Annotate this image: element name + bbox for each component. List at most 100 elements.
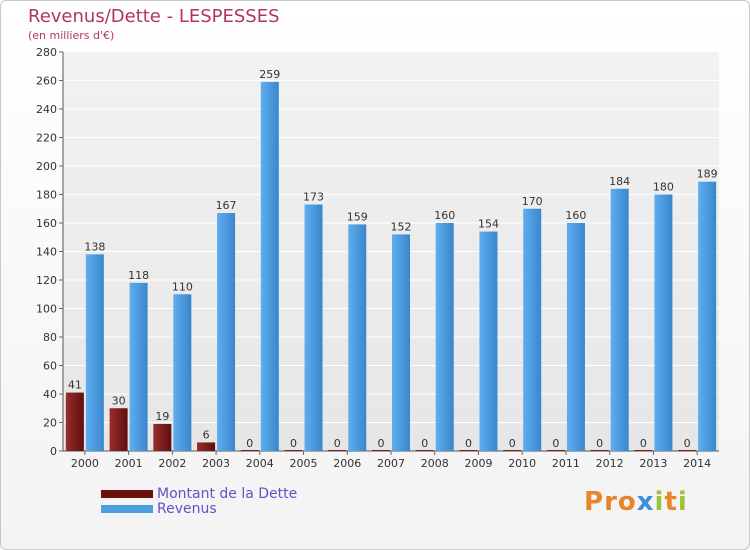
- x-tick-label: 2002: [158, 457, 186, 470]
- debt-value-label: 30: [112, 394, 126, 407]
- revenue-bar: [654, 194, 673, 451]
- x-tick-label: 2009: [464, 457, 492, 470]
- debt-bar: [546, 450, 565, 451]
- legend-label-debt: Montant de la Dette: [157, 486, 298, 502]
- y-tick-label: 160: [36, 217, 57, 230]
- revenue-bar: [173, 294, 192, 451]
- debt-bar: [240, 450, 259, 451]
- debt-value-label: 0: [421, 437, 428, 450]
- debt-value-label: 0: [246, 437, 253, 450]
- debt-value-label: 0: [552, 437, 559, 450]
- y-tick-label: 260: [36, 75, 57, 88]
- legend-swatch-debt: [101, 490, 153, 498]
- revenue-bar: [217, 213, 236, 451]
- revenue-value-label: 152: [391, 220, 412, 233]
- revenue-bar: [479, 231, 498, 451]
- revenue-value-label: 173: [303, 190, 324, 203]
- y-tick-label: 200: [36, 160, 57, 173]
- debt-bar: [197, 442, 216, 451]
- logo-letter: P: [584, 487, 605, 517]
- x-tick-label: 2004: [246, 457, 274, 470]
- debt-bar: [153, 423, 172, 451]
- debt-value-label: 0: [684, 437, 691, 450]
- debt-value-label: 0: [640, 437, 647, 450]
- revenue-value-label: 259: [259, 68, 280, 81]
- revenue-value-label: 160: [565, 209, 586, 222]
- debt-value-label: 0: [334, 437, 341, 450]
- x-tick-label: 2007: [377, 457, 405, 470]
- y-tick-label: 60: [43, 360, 57, 373]
- debt-value-label: 6: [203, 428, 210, 441]
- debt-value-label: 0: [596, 437, 603, 450]
- revenue-value-label: 167: [216, 199, 237, 212]
- revenue-bar: [348, 224, 367, 451]
- debt-bar: [328, 450, 347, 451]
- revenue-bar: [392, 234, 410, 451]
- debt-value-label: 0: [465, 437, 472, 450]
- x-tick-label: 2013: [639, 457, 667, 470]
- revenue-bar: [610, 188, 629, 452]
- revenue-value-label: 118: [128, 269, 149, 282]
- x-tick-label: 2011: [552, 457, 580, 470]
- revenue-value-label: 110: [172, 280, 193, 293]
- revenue-value-label: 184: [609, 175, 630, 188]
- logo-letter: x: [636, 487, 655, 517]
- revenue-bar: [523, 208, 542, 451]
- chart-subtitle: (en milliers d'€): [28, 29, 115, 42]
- debt-bar: [503, 450, 522, 451]
- x-tick-label: 2006: [333, 457, 361, 470]
- y-tick-label: 20: [43, 417, 57, 430]
- x-tick-label: 2014: [683, 457, 711, 470]
- x-tick-label: 2001: [115, 457, 143, 470]
- y-tick-label: 40: [43, 388, 57, 401]
- revenue-value-label: 160: [434, 209, 455, 222]
- revenue-bar: [129, 282, 148, 451]
- y-tick-label: 280: [36, 46, 57, 59]
- logo-letter: i: [654, 487, 665, 517]
- debt-value-label: 41: [68, 379, 82, 392]
- debt-value-label: 0: [290, 437, 297, 450]
- revenue-value-label: 170: [522, 195, 543, 208]
- logo-letter: r: [604, 487, 618, 517]
- legend-swatch-revenue: [101, 505, 153, 513]
- proxiti-logo: Proxiti: [584, 487, 688, 517]
- logo-letter: o: [617, 487, 637, 517]
- debt-bar: [284, 450, 303, 451]
- revenue-value-label: 189: [697, 168, 718, 181]
- y-tick-label: 220: [36, 132, 57, 145]
- chart-title: Revenus/Dette - LESPESSES: [28, 6, 280, 27]
- x-tick-label: 2008: [421, 457, 449, 470]
- debt-bar: [590, 450, 609, 451]
- debt-bar: [65, 392, 84, 451]
- revenue-bar: [304, 204, 323, 451]
- revenue-value-label: 138: [84, 240, 105, 253]
- y-tick-label: 80: [43, 331, 57, 344]
- logo-letter: i: [677, 487, 688, 517]
- logo-letter: t: [664, 487, 678, 517]
- y-tick-label: 120: [36, 274, 57, 287]
- debt-value-label: 0: [509, 437, 516, 450]
- revenue-bar: [85, 254, 104, 451]
- revenue-bar: [435, 223, 454, 451]
- y-tick-label: 180: [36, 189, 57, 202]
- x-tick-label: 2000: [71, 457, 99, 470]
- revenue-bar: [566, 223, 585, 451]
- debt-bar: [678, 450, 697, 451]
- x-tick-label: 2010: [508, 457, 536, 470]
- x-tick-label: 2005: [290, 457, 318, 470]
- debt-bar: [634, 450, 653, 451]
- revenue-value-label: 180: [653, 181, 674, 194]
- debt-bar: [459, 450, 478, 451]
- x-tick-label: 2003: [202, 457, 230, 470]
- revenue-value-label: 154: [478, 218, 499, 231]
- debt-value-label: 19: [155, 410, 169, 423]
- y-tick-label: 0: [50, 445, 57, 458]
- debt-value-label: 0: [378, 437, 385, 450]
- revenue-value-label: 159: [347, 210, 368, 223]
- revenue-bar: [698, 181, 717, 452]
- debt-bar: [372, 450, 390, 451]
- x-tick-label: 2012: [596, 457, 624, 470]
- revenue-bar: [260, 81, 279, 452]
